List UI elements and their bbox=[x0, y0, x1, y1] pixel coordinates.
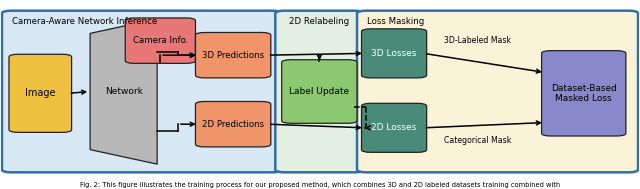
FancyBboxPatch shape bbox=[9, 54, 72, 132]
FancyBboxPatch shape bbox=[195, 33, 271, 78]
FancyBboxPatch shape bbox=[357, 11, 638, 172]
Text: Camera Info.: Camera Info. bbox=[132, 36, 188, 45]
Text: Loss Masking: Loss Masking bbox=[367, 17, 424, 26]
Text: 2D Predictions: 2D Predictions bbox=[202, 120, 264, 129]
FancyBboxPatch shape bbox=[125, 18, 195, 63]
Text: 3D-Labeled Mask: 3D-Labeled Mask bbox=[445, 36, 511, 45]
FancyBboxPatch shape bbox=[275, 11, 364, 172]
Text: Label Update: Label Update bbox=[289, 87, 349, 96]
FancyBboxPatch shape bbox=[2, 11, 281, 172]
FancyBboxPatch shape bbox=[282, 60, 357, 123]
Polygon shape bbox=[90, 19, 157, 164]
Text: Network: Network bbox=[105, 87, 143, 96]
FancyBboxPatch shape bbox=[362, 103, 427, 152]
Text: Dataset-Based
Masked Loss: Dataset-Based Masked Loss bbox=[551, 84, 617, 103]
FancyBboxPatch shape bbox=[195, 101, 271, 147]
Text: 3D Losses: 3D Losses bbox=[371, 49, 417, 58]
FancyBboxPatch shape bbox=[541, 51, 626, 136]
Text: Categorical Mask: Categorical Mask bbox=[444, 136, 512, 145]
Text: Fig. 2: This figure illustrates the training process for our proposed method, wh: Fig. 2: This figure illustrates the trai… bbox=[80, 182, 560, 188]
Text: 3D Predictions: 3D Predictions bbox=[202, 51, 264, 60]
Text: Camera-Aware Network Inference: Camera-Aware Network Inference bbox=[12, 17, 157, 26]
Text: 2D Losses: 2D Losses bbox=[371, 123, 417, 132]
Text: 2D Relabeling: 2D Relabeling bbox=[289, 17, 349, 26]
Text: Image: Image bbox=[25, 88, 56, 98]
FancyBboxPatch shape bbox=[362, 29, 427, 78]
